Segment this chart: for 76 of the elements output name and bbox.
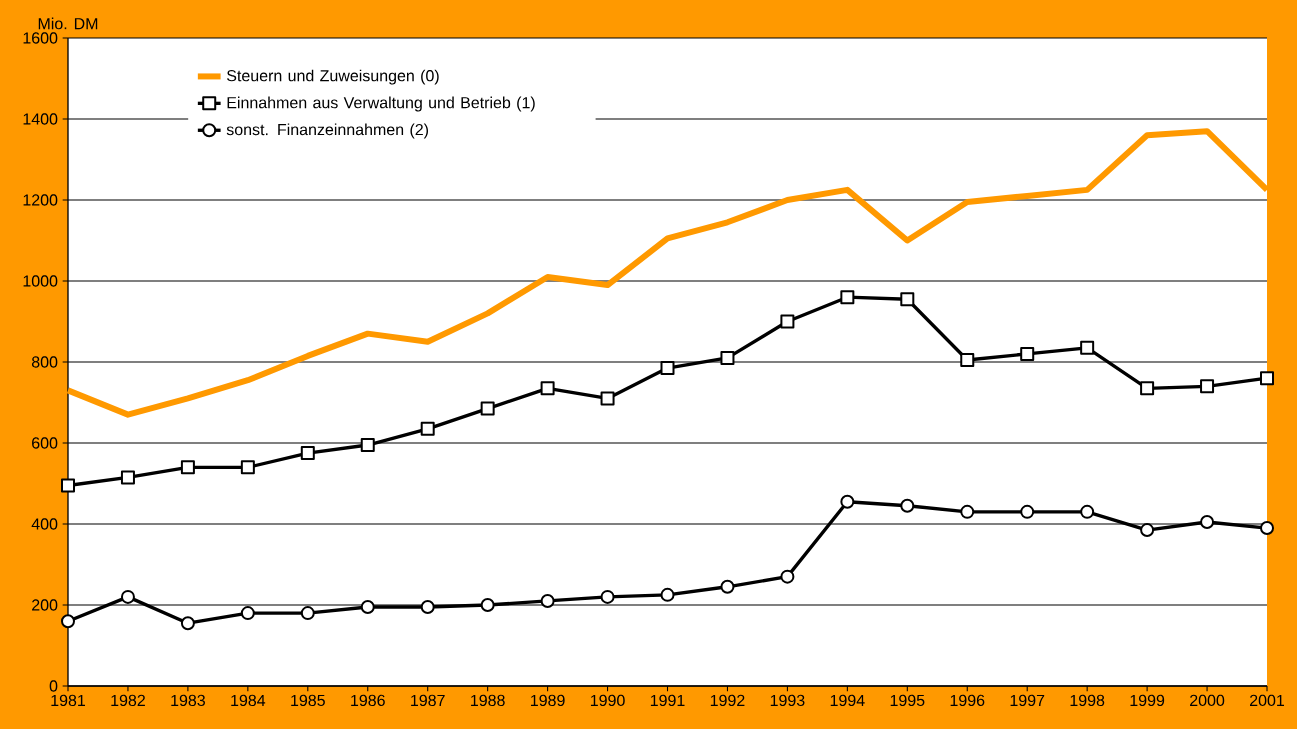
point <box>1080 504 1095 519</box>
x-tick-label: 1982 <box>111 694 145 707</box>
point <box>1260 521 1275 536</box>
point <box>300 606 315 621</box>
x-tick-label: 1981 <box>51 694 86 707</box>
point <box>180 460 195 475</box>
x-tick-label: 1988 <box>471 694 505 707</box>
point <box>1200 379 1215 394</box>
point <box>61 614 75 629</box>
point <box>1080 340 1095 355</box>
x-tick-label: 2001 <box>1250 694 1285 707</box>
x-tick-label: 2000 <box>1190 694 1225 707</box>
point <box>540 381 555 396</box>
point <box>600 589 615 604</box>
point <box>300 446 315 461</box>
point <box>900 292 915 307</box>
point <box>360 438 375 453</box>
x-tick-label: 1983 <box>171 694 205 707</box>
point <box>1020 504 1035 519</box>
x-tick-label: 1985 <box>291 694 325 707</box>
point <box>720 350 735 365</box>
y-tick-label: 200 <box>32 599 58 611</box>
point <box>120 470 135 485</box>
y-tick-label: 600 <box>32 437 58 449</box>
point <box>1260 371 1275 386</box>
point <box>480 598 495 612</box>
point <box>780 569 795 584</box>
x-tick-label: 1998 <box>1070 694 1105 707</box>
point <box>720 579 735 594</box>
point <box>660 361 675 376</box>
point <box>360 600 375 615</box>
x-tick-label: 1996 <box>950 694 985 707</box>
point <box>780 314 795 329</box>
point <box>420 600 435 615</box>
point <box>1020 346 1035 361</box>
point <box>540 593 555 608</box>
point <box>960 504 975 519</box>
x-tick-label: 1995 <box>890 694 925 707</box>
x-tick-label: 1987 <box>411 694 445 707</box>
point <box>960 352 975 367</box>
y-tick-label: 400 <box>31 518 58 530</box>
x-tick-label: 1986 <box>351 694 385 707</box>
point <box>660 587 675 602</box>
y-tick-label: 1000 <box>23 275 58 287</box>
point <box>240 606 255 621</box>
legend-label: Steuern und Zuweisungen (0) <box>227 69 439 85</box>
point <box>1140 523 1155 538</box>
y-tick-label: 0 <box>49 680 58 692</box>
x-tick-label: 1984 <box>231 694 266 707</box>
point <box>420 421 435 436</box>
legend-label: sonst. Finanzeinnahmen (2) <box>226 123 429 139</box>
point <box>840 290 855 305</box>
x-tick-label: 1989 <box>531 694 565 707</box>
point <box>1200 514 1215 529</box>
point <box>120 589 135 604</box>
point <box>600 391 615 406</box>
y-tick-label: 800 <box>31 356 58 368</box>
point <box>900 498 915 513</box>
point <box>840 494 855 509</box>
x-tick-label: 1994 <box>830 694 865 707</box>
point <box>180 616 195 631</box>
x-tick-label: 1997 <box>1010 694 1045 707</box>
x-tick-label: 1992 <box>710 694 745 707</box>
y-tick-label: 1400 <box>23 113 58 125</box>
y-tick-label: 1200 <box>23 194 58 206</box>
x-tick-label: 1991 <box>650 694 685 707</box>
legend-label: Einnahmen aus Verwaltung und Betrieb (1) <box>227 96 535 112</box>
point <box>480 401 495 416</box>
point <box>240 460 255 475</box>
point <box>61 478 75 493</box>
x-tick-label: 1990 <box>590 694 625 707</box>
y-tick-label: 1600 <box>23 32 58 44</box>
y-axis-title: Mio. DM <box>38 17 98 30</box>
point <box>1140 381 1155 396</box>
x-tick-label: 1999 <box>1130 694 1165 707</box>
x-tick-label: 1993 <box>770 694 805 707</box>
